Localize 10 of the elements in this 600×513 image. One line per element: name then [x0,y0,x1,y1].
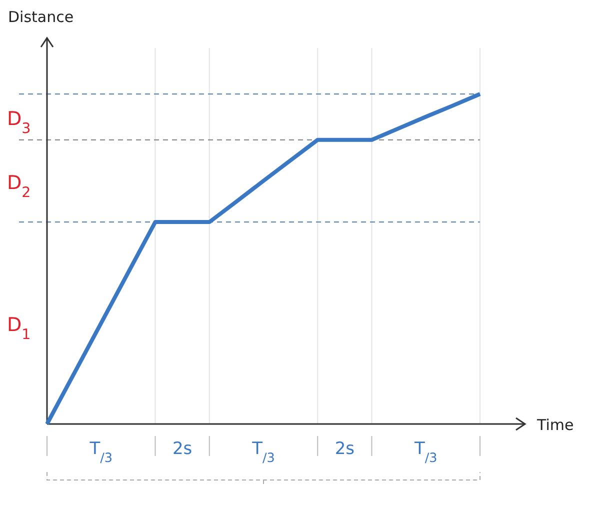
x-tick-label: T$_{/3}$ [413,439,438,466]
annotation: D$_{2}$ [7,172,31,201]
y-axis-title: Distance [8,8,74,26]
x-tick-label: 2s [334,439,355,459]
annotation: D$_{3}$ [7,108,31,137]
annotation: D$_{1}$ [7,314,31,344]
x-tick-label: 2s [172,439,192,459]
x-tick-label: T$_{/3}$ [88,439,113,466]
x-tick-label: T$_{/3}$ [251,439,275,466]
x-axis-title: Time [536,416,574,434]
